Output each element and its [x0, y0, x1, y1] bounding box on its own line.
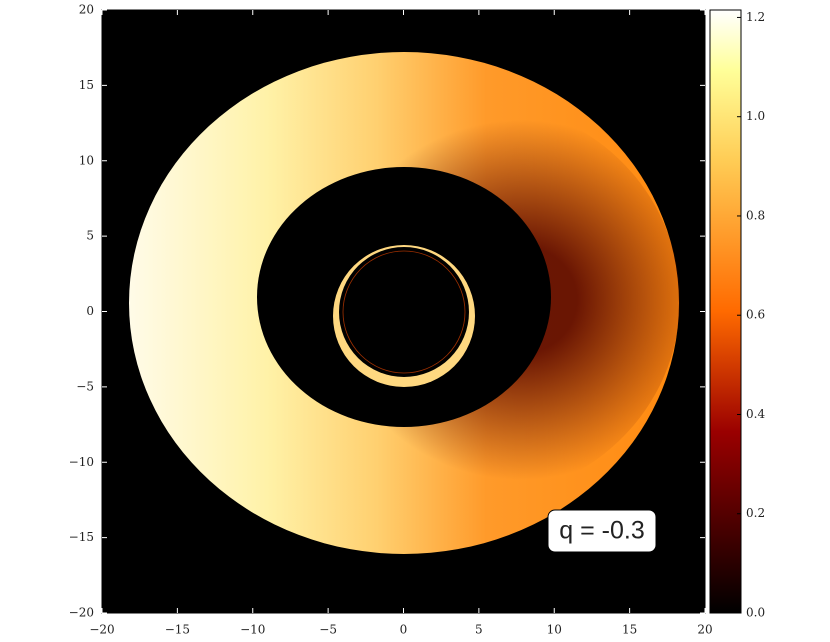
colorbar-tick-label: 1.0 — [746, 109, 765, 123]
y-tick-label: −10 — [69, 455, 94, 469]
y-tick-label: 0 — [86, 304, 94, 318]
x-tick-label: −15 — [165, 623, 190, 637]
x-tick-label: 5 — [475, 623, 483, 637]
x-tick-label: 20 — [697, 623, 712, 637]
y-tick-label: −5 — [76, 379, 94, 393]
inner-ring — [342, 250, 466, 374]
colorbar-tick-label: 0.2 — [746, 506, 765, 520]
annotation-box — [547, 509, 657, 553]
annotation: q = -0.3 — [559, 517, 644, 545]
colorbar-tick-label: 0.6 — [746, 308, 765, 322]
x-tick-label: −5 — [319, 623, 337, 637]
y-tick-label: 10 — [79, 153, 94, 167]
y-tick-label: 15 — [79, 78, 94, 92]
colorbar-tick-label: 1.2 — [746, 10, 765, 24]
x-tick-label: 15 — [622, 623, 637, 637]
x-tick-label: 10 — [547, 623, 562, 637]
y-tick-label: −20 — [69, 606, 94, 620]
colorbar — [709, 9, 742, 614]
x-tick-label: 0 — [400, 623, 408, 637]
x-tick-label: −10 — [240, 623, 265, 637]
y-tick-label: 20 — [79, 3, 94, 17]
y-tick-label: −15 — [69, 530, 94, 544]
image — [102, 10, 705, 613]
colorbar-tick-label: 0.4 — [746, 407, 765, 421]
colorbar-tick-label: 0.0 — [746, 606, 765, 620]
y-tick-label: 5 — [86, 229, 94, 243]
colorbar-tick-label: 0.8 — [746, 208, 765, 222]
x-tick-label: −20 — [89, 623, 114, 637]
photon-ring-inner — [339, 247, 469, 377]
